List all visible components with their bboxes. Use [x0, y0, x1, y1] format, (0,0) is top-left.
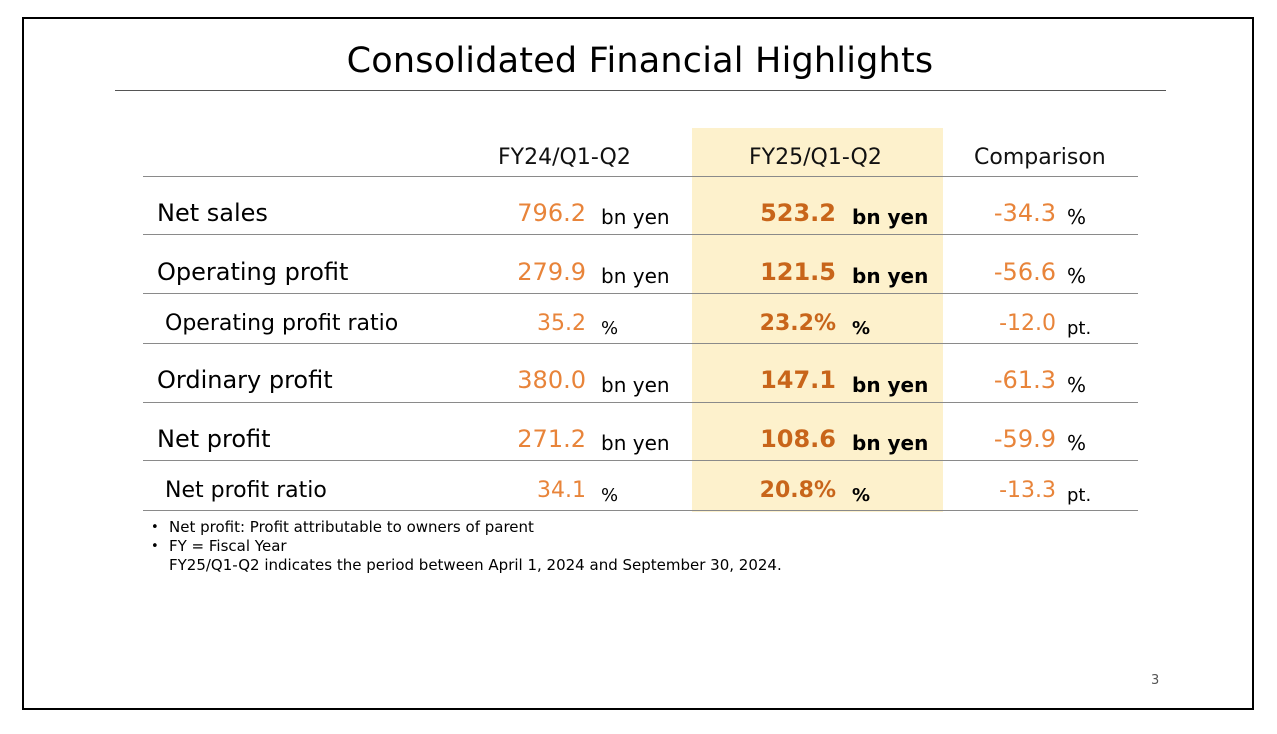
- comparison-value: -61.3: [993, 366, 1056, 394]
- footnote-text: FY25/Q1-Q2 indicates the period between …: [169, 556, 782, 574]
- title-divider: [115, 90, 1166, 91]
- fy24-value: 380.0: [517, 366, 586, 394]
- comparison-unit: pt.: [1067, 485, 1092, 506]
- row-label-net-profit-ratio: Net profit ratio: [165, 478, 327, 503]
- fy25-value: 23.2%: [759, 311, 836, 336]
- slide: Consolidated Financial Highlights FY24/Q…: [22, 17, 1254, 710]
- fy24-unit: bn yen: [601, 205, 670, 229]
- row-divider: [143, 176, 1138, 177]
- row-divider: [143, 234, 1138, 235]
- bullet-icon: •: [151, 520, 159, 535]
- column-header-fy25: FY25/Q1-Q2: [749, 145, 882, 170]
- fy25-unit: bn yen: [852, 205, 929, 229]
- comparison-unit: pt.: [1067, 318, 1092, 339]
- comparison-unit: %: [1067, 264, 1087, 288]
- fy24-value: 35.2: [537, 311, 586, 336]
- comparison-value: -56.6: [993, 258, 1056, 286]
- fy25-unit: %: [852, 318, 871, 339]
- fy24-unit: bn yen: [601, 431, 670, 455]
- fy25-highlight-column: [692, 128, 943, 512]
- fy24-value: 279.9: [517, 258, 586, 286]
- slide-title: Consolidated Financial Highlights: [346, 41, 934, 81]
- fy25-value: 121.5: [760, 258, 836, 286]
- fy25-value: 147.1: [760, 366, 836, 394]
- row-divider: [143, 510, 1138, 511]
- footnote-item: • Net profit: Profit attributable to own…: [151, 518, 782, 537]
- footnote-item-continuation: FY25/Q1-Q2 indicates the period between …: [151, 556, 782, 575]
- row-label-net-sales: Net sales: [157, 199, 268, 227]
- footnote-text: Net profit: Profit attributable to owner…: [169, 518, 534, 536]
- footnote-item: • FY = Fiscal Year: [151, 537, 782, 556]
- row-label-ordinary-profit: Ordinary profit: [157, 366, 333, 394]
- fy24-value: 271.2: [517, 425, 586, 453]
- fy25-unit: %: [852, 485, 871, 506]
- comparison-value: -34.3: [993, 199, 1056, 227]
- fy24-value: 796.2: [517, 199, 586, 227]
- footnotes: • Net profit: Profit attributable to own…: [151, 518, 782, 575]
- fy24-value: 34.1: [537, 478, 586, 503]
- comparison-unit: %: [1067, 373, 1087, 397]
- comparison-value: -13.3: [999, 478, 1056, 503]
- fy24-unit: bn yen: [601, 373, 670, 397]
- fy25-unit: bn yen: [852, 264, 929, 288]
- fy25-value: 108.6: [760, 425, 836, 453]
- row-divider: [143, 402, 1138, 403]
- comparison-unit: %: [1067, 205, 1087, 229]
- column-header-fy24: FY24/Q1-Q2: [498, 145, 631, 170]
- column-header-comparison: Comparison: [974, 145, 1106, 170]
- comparison-value: -12.0: [999, 311, 1056, 336]
- bullet-icon: •: [151, 539, 159, 554]
- fy25-unit: bn yen: [852, 373, 929, 397]
- footnote-text: FY = Fiscal Year: [169, 537, 287, 555]
- row-divider: [143, 460, 1138, 461]
- fy25-value: 20.8%: [759, 478, 836, 503]
- fy24-unit: %: [601, 485, 619, 506]
- fy25-unit: bn yen: [852, 431, 929, 455]
- row-label-net-profit: Net profit: [157, 425, 271, 453]
- row-divider: [143, 343, 1138, 344]
- comparison-unit: %: [1067, 431, 1087, 455]
- row-label-operating-profit-ratio: Operating profit ratio: [165, 311, 399, 336]
- page-number: 3: [1151, 673, 1160, 688]
- row-divider: [143, 293, 1138, 294]
- comparison-value: -59.9: [993, 425, 1056, 453]
- fy25-value: 523.2: [760, 199, 836, 227]
- fy24-unit: bn yen: [601, 264, 670, 288]
- row-label-operating-profit: Operating profit: [157, 258, 349, 286]
- fy24-unit: %: [601, 318, 619, 339]
